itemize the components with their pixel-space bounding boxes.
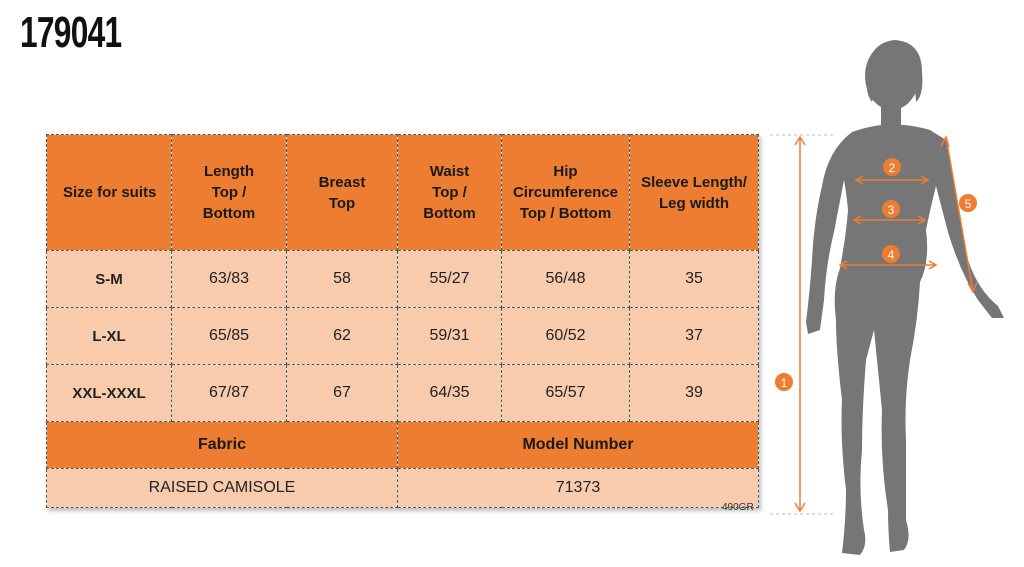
- fabric-header-row: Fabric Model Number: [46, 421, 759, 469]
- cell-size: XXL-XXXL: [46, 364, 172, 422]
- cell-hip: 56/48: [501, 250, 630, 308]
- header-waist: Waist Top / Bottom: [397, 134, 502, 251]
- marker-3-label: 3: [888, 203, 895, 217]
- cell-size: S-M: [46, 250, 172, 308]
- header-waist-text: Waist Top / Bottom: [423, 163, 476, 222]
- cell-breast: 62: [286, 307, 398, 365]
- cell-sleeve: 35: [629, 250, 759, 308]
- sleeve-measure-line: [945, 136, 974, 293]
- marker-2-label: 2: [889, 161, 896, 175]
- header-sleeve-text: Sleeve Length/ Leg width: [641, 173, 747, 212]
- cell-waist: 55/27: [397, 250, 502, 308]
- reference-code: 490GR: [722, 502, 754, 513]
- table-row: L-XL 65/85 62 59/31 60/52 37: [46, 307, 759, 365]
- sleeve-arrow-bottom: [967, 281, 978, 294]
- breast-arrows: [854, 175, 930, 185]
- model-number-label: Model Number: [397, 421, 759, 469]
- cell-hip: 65/57: [501, 364, 630, 422]
- header-breast-text: Breast Top: [318, 173, 366, 212]
- sleeve-arrow-top: [940, 135, 950, 148]
- size-table: Size for suits Length Top / Bottom Breas…: [46, 134, 759, 508]
- header-breast: Breast Top: [286, 134, 398, 251]
- cell-length: 67/87: [171, 364, 287, 422]
- marker-2: 2: [883, 158, 901, 176]
- header-hip-text: Hip Circumference Top / Bottom: [512, 163, 619, 222]
- hip-arrows: [838, 260, 938, 270]
- fabric-value-row: RAISED CAMISOLE 71373: [46, 468, 759, 508]
- height-arrow-bottom: [794, 502, 806, 513]
- header-size: Size for suits: [46, 134, 172, 251]
- height-arrow-top: [794, 135, 806, 146]
- marker-1-label: 1: [781, 376, 788, 390]
- fabric-value: RAISED CAMISOLE: [46, 468, 398, 508]
- table-row: XXL-XXXL 67/87 67 64/35 65/57 39: [46, 364, 759, 422]
- cell-breast: 67: [286, 364, 398, 422]
- marker-4: 4: [882, 245, 900, 263]
- model-number-value: 71373: [397, 468, 759, 508]
- cell-hip: 60/52: [501, 307, 630, 365]
- marker-5: 5: [959, 194, 977, 212]
- table-row: S-M 63/83 58 55/27 56/48 35: [46, 250, 759, 308]
- cell-length: 63/83: [171, 250, 287, 308]
- fabric-label: Fabric: [46, 421, 398, 469]
- cell-waist: 64/35: [397, 364, 502, 422]
- header-length: Length Top / Bottom: [171, 134, 287, 251]
- header-hip: Hip Circumference Top / Bottom: [501, 134, 630, 251]
- product-code: 179041: [20, 8, 122, 57]
- cell-sleeve: 37: [629, 307, 759, 365]
- waist-arrows: [852, 215, 927, 225]
- cell-length: 65/85: [171, 307, 287, 365]
- header-length-text: Length Top / Bottom: [202, 163, 256, 222]
- body-measurement-figure: 1 2 3 4 5: [770, 40, 1004, 555]
- marker-3: 3: [882, 200, 900, 218]
- marker-4-label: 4: [888, 248, 895, 262]
- cell-breast: 58: [286, 250, 398, 308]
- table-header-row: Size for suits Length Top / Bottom Breas…: [46, 134, 759, 251]
- marker-1: 1: [775, 373, 793, 391]
- body-silhouette: [806, 40, 1004, 555]
- cell-sleeve: 39: [629, 364, 759, 422]
- cell-size: L-XL: [46, 307, 172, 365]
- cell-waist: 59/31: [397, 307, 502, 365]
- header-sleeve: Sleeve Length/ Leg width: [629, 134, 759, 251]
- marker-5-label: 5: [965, 197, 972, 211]
